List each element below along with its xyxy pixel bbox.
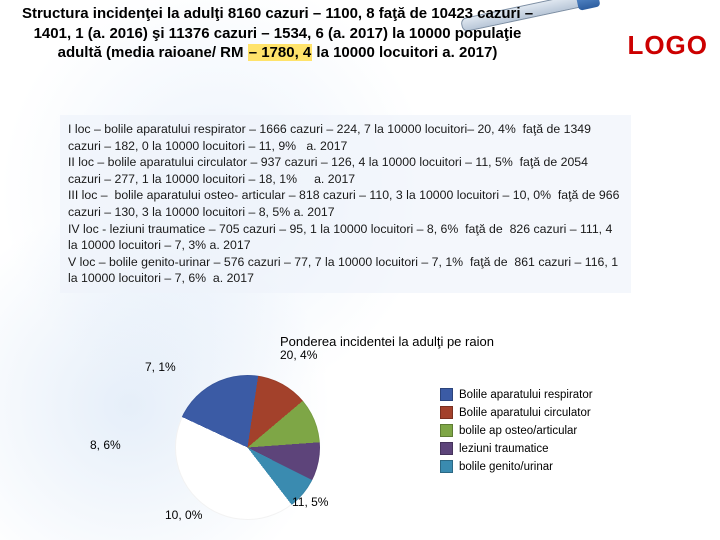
pie-pct-label: 8, 6% — [90, 438, 121, 452]
pie-pct-label: 20, 4% — [280, 348, 317, 362]
legend-swatch — [440, 442, 453, 455]
legend-item: bolile ap osteo/articular — [440, 424, 593, 437]
legend-label: Bolile aparatului circulator — [459, 407, 591, 419]
legend-swatch — [440, 424, 453, 437]
title-suffix: la 10000 locuitori a. 2017) — [312, 44, 497, 61]
legend-item: Bolile aparatului circulator — [440, 406, 593, 419]
legend-label: leziuni traumatice — [459, 443, 548, 455]
legend-label: bolile ap osteo/articular — [459, 425, 577, 437]
ranking-text: I loc – bolile aparatului respirator – 1… — [68, 121, 623, 287]
chart-title: Ponderea incidentei la adulţi pe raion — [280, 334, 494, 349]
chart-legend: Bolile aparatului respirator Bolile apara… — [440, 388, 593, 478]
legend-item: leziuni traumatice — [440, 442, 593, 455]
legend-swatch — [440, 388, 453, 401]
legend-swatch — [440, 406, 453, 419]
logo-text: LOGO — [627, 30, 708, 61]
ranking-text-block: I loc – bolile aparatului respirator – 1… — [60, 115, 631, 293]
pie-pct-label: 7, 1% — [145, 360, 176, 374]
legend-item: Bolile aparatului respirator — [440, 388, 593, 401]
title-highlight: – 1780, 4 — [248, 44, 313, 61]
legend-label: bolile genito/urinar — [459, 461, 553, 473]
legend-swatch — [440, 460, 453, 473]
pie-chart-region: Ponderea incidentei la adulţi pe raion B… — [80, 330, 640, 530]
legend-label: Bolile aparatului respirator — [459, 389, 593, 401]
pie-pct-label: 10, 0% — [165, 508, 202, 522]
pie-pct-label: 11, 5% — [292, 495, 328, 509]
legend-item: bolile genito/urinar — [440, 460, 593, 473]
page-title: Structura incidenţei la adulţi 8160 cazu… — [10, 4, 545, 63]
